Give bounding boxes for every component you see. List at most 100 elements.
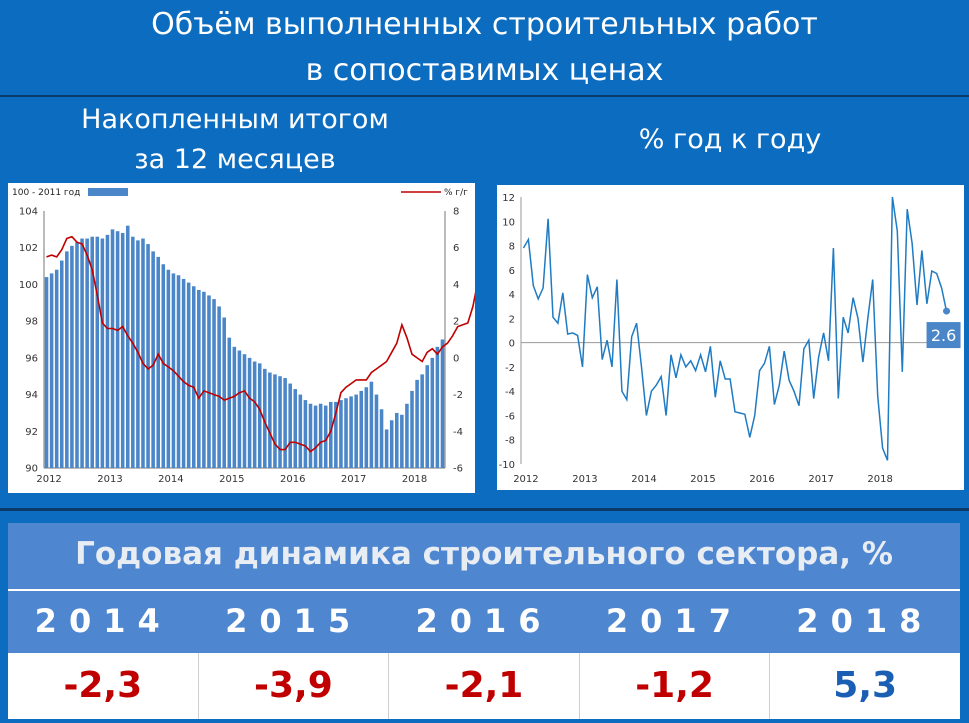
last-value-label: 2.6 bbox=[931, 326, 956, 345]
series-line-yoy bbox=[46, 235, 475, 453]
bar bbox=[405, 403, 409, 468]
y-tick-label: 2 bbox=[509, 314, 515, 325]
x-tick-label: 2014 bbox=[158, 474, 183, 485]
annual-dynamics-table: Годовая динамика строительного сектора, … bbox=[8, 523, 960, 719]
y-tick-label: -10 bbox=[499, 460, 515, 471]
x-tick-label: 2016 bbox=[280, 474, 305, 485]
bar bbox=[191, 286, 196, 468]
value-cell: -3,9 bbox=[197, 653, 389, 719]
bar bbox=[166, 269, 171, 468]
value-cell: -1,2 bbox=[578, 653, 770, 719]
bar bbox=[318, 403, 323, 468]
year-cell: 2016 bbox=[415, 602, 553, 640]
x-tick-label: 2012 bbox=[513, 474, 538, 485]
y2-tick-label: 6 bbox=[453, 243, 459, 254]
bar bbox=[232, 346, 237, 468]
bar bbox=[379, 409, 384, 468]
x-tick-label: 2017 bbox=[341, 474, 366, 485]
bar bbox=[217, 306, 221, 468]
y2-tick-label: -6 bbox=[453, 464, 463, 475]
bar bbox=[90, 236, 94, 468]
left-subtitle: Накопленным итогом за 12 месяцев bbox=[40, 100, 430, 180]
bar bbox=[197, 289, 201, 468]
bar bbox=[131, 236, 135, 468]
bar bbox=[430, 357, 435, 468]
legend-bar-label: 100 - 2011 год bbox=[12, 188, 80, 198]
x-tick-label: 2018 bbox=[867, 474, 892, 485]
last-value-box bbox=[926, 322, 961, 349]
y-tick-label: -8 bbox=[505, 436, 515, 447]
value-cell: -2,3 bbox=[63, 665, 143, 706]
title-line-1: Объём выполненных строительных работ bbox=[151, 7, 818, 42]
bar bbox=[354, 394, 358, 468]
bar bbox=[323, 405, 328, 468]
bar bbox=[222, 317, 226, 468]
bar bbox=[420, 374, 424, 468]
bar bbox=[364, 387, 369, 468]
bar bbox=[202, 291, 206, 468]
bar bbox=[293, 389, 298, 468]
bar bbox=[308, 403, 313, 468]
bar bbox=[247, 357, 252, 468]
bar bbox=[105, 234, 110, 468]
y2-tick-label: 2 bbox=[453, 317, 459, 328]
table-values-row: -2,3 -3,9 -2,1 -1,2 5,3 bbox=[8, 653, 960, 719]
y2-tick-label: -4 bbox=[453, 427, 463, 438]
legend-bar-swatch bbox=[88, 188, 128, 196]
value-cell: -2,1 bbox=[388, 653, 579, 719]
bar bbox=[100, 238, 105, 468]
bar bbox=[359, 390, 364, 468]
bar bbox=[400, 414, 404, 468]
table-years-row: 2014 2015 2016 2017 2018 bbox=[8, 589, 960, 655]
bar bbox=[49, 273, 54, 468]
bar bbox=[146, 244, 150, 468]
legend-line-label: % г/г bbox=[444, 188, 468, 198]
bar bbox=[181, 278, 186, 468]
series-line bbox=[522, 196, 948, 461]
bar bbox=[242, 354, 247, 468]
bar bbox=[212, 299, 216, 468]
y-tick-label: -4 bbox=[505, 387, 515, 398]
bar bbox=[268, 372, 272, 468]
bar bbox=[313, 405, 318, 468]
x-tick-label: 2016 bbox=[749, 474, 774, 485]
y2-tick-label: 0 bbox=[453, 353, 459, 364]
table-title: Годовая динамика строительного сектора, … bbox=[8, 523, 960, 589]
bar bbox=[227, 337, 232, 468]
y-tick-label: 4 bbox=[509, 290, 515, 301]
x-tick-label: 2014 bbox=[631, 474, 656, 485]
y-tick-label: 10 bbox=[502, 217, 515, 228]
y-tick-label: 102 bbox=[19, 243, 38, 254]
y-tick-label: -2 bbox=[505, 363, 515, 374]
bar bbox=[151, 251, 155, 468]
bar bbox=[44, 277, 49, 468]
bar bbox=[59, 260, 64, 468]
yoy-chart: -10 -8 -6 -4 -2 0 2 4 6 8 10 12 2.6 2012 2013 2014 2015 2… bbox=[497, 185, 964, 490]
bar bbox=[395, 412, 399, 468]
year-cell: 2017 bbox=[605, 602, 743, 640]
bar bbox=[80, 238, 84, 468]
year-cell: 2014 bbox=[34, 602, 172, 640]
y2-tick-label: 4 bbox=[453, 280, 459, 291]
bar bbox=[410, 390, 414, 468]
bar bbox=[161, 264, 166, 468]
y-tick-label: 94 bbox=[25, 390, 38, 401]
section-divider bbox=[0, 508, 969, 511]
y-tick-label: 90 bbox=[25, 464, 38, 475]
bar bbox=[425, 365, 430, 468]
x-tick-label: 2012 bbox=[36, 474, 61, 485]
bar bbox=[156, 256, 160, 468]
y-tick-label: 92 bbox=[25, 427, 38, 438]
x-tick-label: 2018 bbox=[402, 474, 427, 485]
y-tick-label: 96 bbox=[25, 353, 38, 364]
bar bbox=[415, 379, 419, 468]
bar bbox=[263, 368, 267, 468]
bar bbox=[186, 282, 191, 468]
bar bbox=[257, 363, 262, 468]
bar bbox=[329, 401, 333, 468]
bar bbox=[298, 394, 303, 468]
bar bbox=[435, 346, 440, 468]
title-line-2: в сопоставимых ценах bbox=[305, 53, 664, 88]
bar bbox=[273, 374, 277, 468]
bar bbox=[283, 378, 287, 468]
